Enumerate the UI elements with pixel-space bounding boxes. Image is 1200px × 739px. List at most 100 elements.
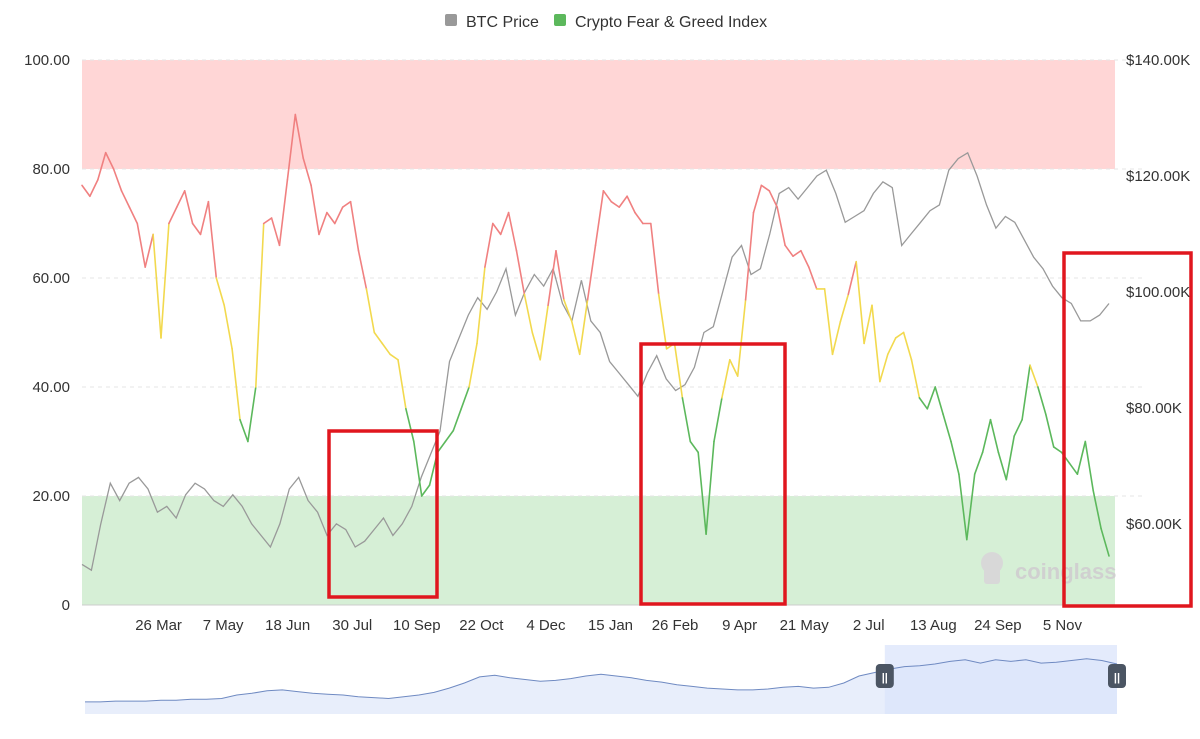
navigator-handle-grip[interactable]	[1108, 664, 1126, 688]
fear-greed-segment	[950, 440, 960, 476]
left-axis-tick-label: 40.00	[32, 379, 70, 396]
watermark-icon	[981, 552, 1003, 584]
fear-greed-segment	[713, 397, 723, 443]
fear-greed-segment	[539, 304, 549, 361]
fear-greed-segment	[1037, 386, 1047, 416]
navigator-selection[interactable]	[884, 645, 1117, 714]
fear-greed-segment	[570, 320, 581, 356]
legend-label-fear-greed[interactable]: Crypto Fear & Greed Index	[575, 14, 767, 31]
fear-greed-segment	[902, 331, 913, 361]
fear-greed-segment	[776, 206, 786, 247]
fear-greed-segment	[310, 184, 320, 236]
fear-greed-segment	[349, 200, 360, 252]
fear-greed-segment	[744, 211, 755, 301]
fear-greed-segment	[942, 413, 952, 443]
fear-greed-segment	[886, 337, 897, 356]
fear-greed-segment	[1021, 364, 1031, 421]
legend-swatch-fear-greed[interactable]	[554, 14, 566, 26]
left-axis-tick-label: 0	[62, 597, 70, 614]
fear-greed-segment	[760, 184, 771, 192]
fear-greed-segment	[673, 342, 684, 399]
navigator-line	[85, 658, 1118, 703]
legend-swatch-btc-price[interactable]	[445, 14, 457, 26]
highlight-box-2	[639, 342, 787, 606]
x-axis-tick-label: 7 May	[203, 617, 244, 634]
fear-greed-segment	[231, 348, 241, 421]
navigator-handle-glyph: ||	[1114, 672, 1120, 684]
fear-greed-segment	[381, 342, 391, 356]
fear-greed-segment	[1084, 440, 1094, 492]
fear-greed-segment	[1005, 435, 1016, 481]
fear-greed-segment	[839, 293, 850, 323]
fear-greed-segment	[728, 358, 739, 377]
x-axis-tick-label: 30 Jul	[332, 617, 372, 634]
fear-greed-segment	[910, 358, 921, 399]
fear-greed-segment	[452, 407, 463, 432]
navigator[interactable]: || ||	[85, 645, 1126, 714]
fear-greed-segment	[697, 451, 707, 535]
fear-greed-segment	[981, 418, 992, 454]
fear-greed-segment	[183, 190, 194, 225]
right-axis-tick-label: $120.00K	[1126, 168, 1190, 185]
fear-greed-segment	[89, 179, 99, 198]
fear-greed-segment	[618, 195, 628, 208]
x-axis: 26 Mar 7 May 18 Jun 30 Jul 10 Sep 22 Oct 4 Dec…	[82, 604, 1115, 634]
fear-greed-segment	[484, 222, 494, 268]
x-axis-tick-label: 18 Jun	[265, 617, 310, 634]
x-axis-tick-label: 26 Feb	[652, 617, 699, 634]
fear-greed-segment	[649, 222, 660, 296]
fear-greed-segment	[768, 190, 779, 208]
fear-greed-segment	[871, 304, 881, 383]
fear-greed-segment	[1076, 440, 1087, 476]
right-axis-tick-label: $140.00K	[1126, 52, 1190, 69]
fear-greed-segment	[626, 195, 636, 214]
fear-greed-segment	[586, 244, 597, 301]
left-axis-tick-label: 60.00	[32, 270, 70, 287]
fear-greed-segment	[412, 440, 423, 497]
fear-greed-segment	[326, 211, 336, 225]
fear-greed-segment	[420, 484, 431, 497]
fear-greed-segment	[247, 386, 257, 443]
fear-greed-segment	[800, 249, 810, 268]
legend[interactable]: BTC Price Crypto Fear & Greed Index	[445, 14, 767, 31]
x-axis-tick-label: 26 Mar	[135, 617, 182, 634]
fear-greed-segment	[918, 397, 929, 410]
right-axis-tick-label: $80.00K	[1126, 400, 1182, 417]
left-axis-tick-label: 80.00	[32, 161, 70, 178]
extreme-fear-zone	[82, 496, 1115, 605]
fear-greed-segment	[958, 473, 968, 541]
fear-greed-segment	[160, 222, 170, 339]
navigator-handle-left[interactable]: ||	[875, 664, 894, 688]
fear-greed-segment	[547, 249, 557, 307]
left-axis-tick-label: 100.00	[24, 52, 70, 69]
x-axis-tick-label: 9 Apr	[722, 617, 757, 634]
fear-greed-series	[81, 113, 1110, 557]
fear-greed-segment	[302, 157, 312, 187]
fear-greed-segment	[657, 293, 668, 350]
fear-greed-segment	[104, 151, 115, 170]
x-axis-tick-label: 10 Sep	[393, 617, 441, 634]
fear-greed-segment	[168, 206, 178, 225]
fear-greed-segment	[555, 249, 565, 301]
fear-greed-segment	[215, 277, 225, 307]
fear-greed-segment	[176, 190, 186, 208]
btc-price-line	[81, 151, 1110, 572]
right-axis-tick-label: $60.00K	[1126, 516, 1182, 533]
fear-greed-segment	[634, 211, 644, 225]
fear-greed-segment	[120, 190, 131, 208]
fear-greed-segment	[460, 386, 470, 410]
extreme-greed-zone	[82, 60, 1115, 169]
fear-greed-segment	[444, 429, 455, 443]
x-axis-tick-label: 5 Nov	[1043, 617, 1083, 634]
fear-greed-segment	[705, 440, 715, 535]
navigator-handle-grip[interactable]	[875, 664, 894, 688]
fear-greed-segment	[1068, 462, 1079, 476]
fear-greed-segment	[523, 293, 534, 334]
navigator-handle-right[interactable]: ||	[1108, 664, 1126, 688]
fear-greed-segment	[989, 418, 1000, 454]
legend-label-btc-price[interactable]: BTC Price	[466, 14, 539, 31]
x-axis-tick-label: 21 May	[780, 617, 830, 634]
fear-greed-segment	[207, 200, 218, 279]
fear-greed-segment	[468, 342, 478, 388]
